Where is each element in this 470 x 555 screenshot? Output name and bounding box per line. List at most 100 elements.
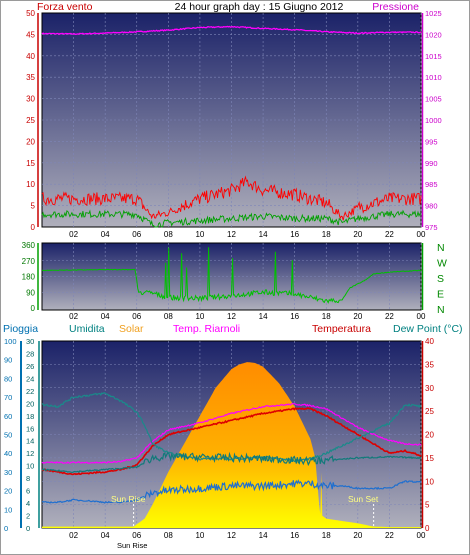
wind-y-tick-label: 5	[31, 202, 36, 211]
p3-x-tick-label: 16	[290, 531, 299, 540]
compass-label: N	[437, 304, 445, 316]
pressure-y-tick-label: 995	[425, 137, 438, 146]
temperature-y-tick-label: 20	[425, 431, 434, 440]
temperature-y-tick-label: 5	[425, 501, 430, 510]
temperature-y-tick-label: 35	[425, 360, 434, 369]
direction-y-tick-label: 180	[22, 273, 36, 282]
series-temp-secondaria	[41, 451, 422, 474]
p1-x-tick-label: 14	[259, 230, 268, 239]
p1-x-tick-label: 06	[132, 230, 141, 239]
compass-label: E	[437, 289, 444, 301]
wind-y-tick-label: 0	[31, 223, 36, 232]
series-dew-point	[41, 479, 422, 504]
p2-x-tick-label: 20	[353, 312, 362, 321]
series-solar	[42, 362, 421, 528]
humidity-y-tick-label: 0	[26, 524, 30, 533]
p3-x-tick-label: 04	[101, 531, 110, 540]
p1-x-tick-label: 16	[290, 230, 299, 239]
legend-solar: Solar	[119, 323, 144, 335]
rain-y-tick-label: 40	[4, 449, 12, 458]
p2-x-tick-label: 10	[195, 312, 204, 321]
legend-temperatura: Temperatura	[312, 323, 371, 335]
p1-x-tick-label: 08	[164, 230, 173, 239]
temperature-y-tick-label: 0	[425, 524, 430, 533]
p2-x-tick-label: 02	[69, 312, 78, 321]
sun-rise-axis-label: Sun Rise	[117, 541, 147, 550]
temperature-y-tick-label: 30	[425, 384, 434, 393]
rain-y-tick-label: 100	[4, 337, 17, 346]
rain-y-tick-label: 90	[4, 356, 12, 365]
wind-y-tick-label: 45	[26, 30, 35, 39]
legend-dew-point: Dew Point (°C)	[393, 323, 463, 335]
p2-x-tick-label: 16	[290, 312, 299, 321]
wind-y-tick-label: 10	[26, 180, 35, 189]
legend-pioggia: Pioggia	[3, 323, 38, 335]
sun-rise-label: Sun Rise	[111, 494, 146, 504]
compass-label: N	[437, 242, 445, 254]
series-direzione	[41, 247, 422, 304]
series-pressione	[41, 25, 422, 36]
p2-x-tick-label: 12	[227, 312, 236, 321]
series-temp-riarnoli	[41, 402, 422, 464]
direction-y-tick-label: 90	[26, 288, 35, 297]
p1-x-tick-label: 04	[101, 230, 110, 239]
pressure-y-tick-label: 1020	[425, 30, 442, 39]
sun-set-label: Sun Set	[348, 494, 379, 504]
wind-y-tick-label: 20	[26, 137, 35, 146]
wind-y-tick-label: 40	[26, 52, 35, 61]
rain-y-tick-label: 70	[4, 393, 12, 402]
rain-y-tick-label: 0	[4, 524, 8, 533]
pressure-y-tick-label: 980	[425, 202, 438, 211]
p1-x-tick-label: 20	[353, 230, 362, 239]
p3-x-tick-label: 00	[417, 531, 426, 540]
humidity-y-tick-label: 2	[26, 512, 30, 521]
p1-x-tick-label: 10	[195, 230, 204, 239]
pressure-y-tick-label: 1005	[425, 95, 442, 104]
wind-y-tick-label: 35	[26, 73, 35, 82]
series-temperatura	[41, 407, 422, 476]
chart-title: 24 hour graph day : 15 Giugno 2012	[175, 1, 344, 13]
compass-label: W	[437, 258, 447, 270]
wind-y-tick-label: 15	[26, 159, 35, 168]
p1-x-tick-label: 22	[385, 230, 394, 239]
humidity-y-tick-label: 12	[26, 449, 34, 458]
humidity-y-tick-label: 10	[26, 462, 34, 471]
p1-x-tick-label: 12	[227, 230, 236, 239]
p3-x-tick-label: 10	[195, 531, 204, 540]
p3-x-tick-label: 20	[353, 531, 362, 540]
humidity-y-tick-label: 6	[26, 487, 30, 496]
legend-umidita: Umidita	[69, 323, 105, 335]
rain-y-tick-label: 30	[4, 468, 12, 477]
humidity-y-tick-label: 28	[26, 349, 34, 358]
left-axis-title: Forza vento	[37, 1, 93, 13]
p2-x-tick-label: 06	[132, 312, 141, 321]
rain-y-tick-label: 10	[4, 505, 12, 514]
temperature-y-tick-label: 10	[425, 477, 434, 486]
humidity-y-tick-label: 20	[26, 399, 34, 408]
rain-y-tick-label: 20	[4, 487, 12, 496]
p2-x-tick-label: 22	[385, 312, 394, 321]
wind-y-tick-label: 30	[26, 95, 35, 104]
rain-y-tick-label: 60	[4, 412, 12, 421]
wind-y-tick-label: 25	[26, 116, 35, 125]
p3-x-tick-label: 08	[164, 531, 173, 540]
humidity-y-tick-label: 8	[26, 474, 30, 483]
p2-x-tick-label: 00	[417, 312, 426, 321]
pressure-y-tick-label: 1015	[425, 52, 442, 61]
humidity-y-tick-label: 26	[26, 362, 34, 371]
wind-y-tick-label: 50	[26, 9, 35, 18]
p3-x-tick-label: 12	[227, 531, 236, 540]
pressure-y-tick-label: 1010	[425, 73, 442, 82]
humidity-y-tick-label: 18	[26, 412, 34, 421]
direction-y-tick-label: 270	[22, 257, 36, 266]
p1-x-tick-label: 18	[322, 230, 331, 239]
pressure-y-tick-label: 985	[425, 180, 438, 189]
temperature-y-tick-label: 25	[425, 407, 434, 416]
p3-x-tick-label: 18	[322, 531, 331, 540]
legend-temp-riarnoli: Temp. Riarnoli	[173, 323, 240, 335]
direction-y-tick-label: 360	[22, 241, 36, 250]
p3-x-tick-label: 06	[132, 531, 141, 540]
p1-x-tick-label: 00	[417, 230, 426, 239]
